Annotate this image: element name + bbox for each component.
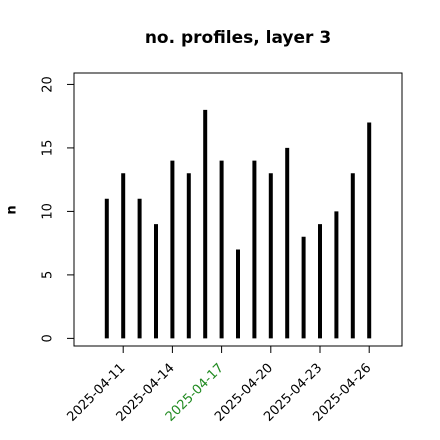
y-tick-label: 15 [41,140,56,157]
y-axis-label: n [5,205,20,214]
y-tick-label: 10 [41,203,56,220]
chart-title: no. profiles, layer 3 [145,28,331,48]
plot-box [73,72,403,347]
y-tick-label: 5 [41,271,56,279]
y-tick-label: 20 [41,76,56,93]
y-tick-label: 0 [41,334,56,342]
